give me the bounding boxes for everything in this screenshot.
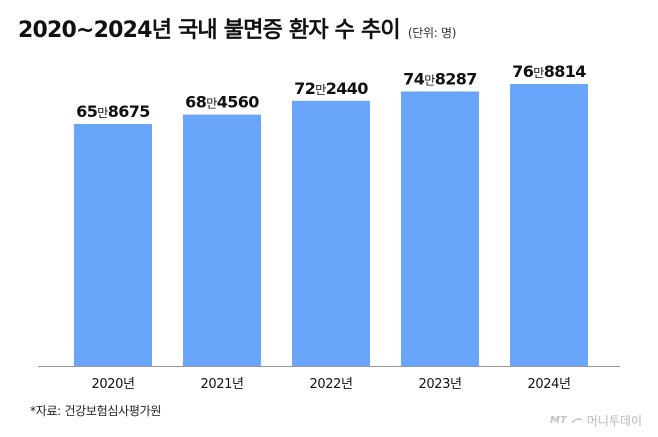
bar-3 (401, 91, 479, 366)
bar-4 (510, 84, 588, 366)
value-label-0: 65만8675 (76, 102, 150, 121)
value-label-4: 76만8814 (512, 62, 586, 81)
value-label-2: 72만2440 (294, 79, 368, 98)
x-tick-label-4: 2024년 (527, 377, 570, 392)
watermark: MT 머니투데이 (550, 412, 642, 429)
bar-2 (292, 100, 370, 367)
x-tick-label-3: 2023년 (418, 377, 461, 392)
swoosh-icon (571, 417, 583, 423)
bar-0 (74, 124, 152, 366)
source-note: *자료: 건강보험심사평가원 (30, 404, 162, 418)
x-tick-label-1: 2021년 (200, 377, 243, 392)
unit-label: (단위: 명) (407, 26, 457, 40)
bar-1 (183, 114, 261, 366)
chart-title: 2020~2024년 국내 불면증 환자 수 추이 (18, 18, 401, 43)
x-tick-label-0: 2020년 (91, 377, 134, 392)
watermark-mt-label: MT (550, 415, 567, 426)
chart-header: 2020~2024년 국내 불면증 환자 수 추이 (단위: 명) (18, 12, 456, 44)
value-label-1: 68만4560 (185, 93, 259, 112)
value-label-3: 74만8287 (403, 69, 477, 88)
x-tick-label-2: 2022년 (309, 377, 352, 392)
watermark-label: 머니투데이 (586, 414, 642, 428)
